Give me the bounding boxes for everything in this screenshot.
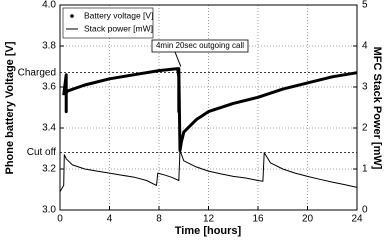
x-axis-title: Time [hours] (175, 225, 242, 237)
y-tick-label: 3.4 (42, 123, 56, 134)
x-tick-label: 0 (57, 214, 63, 225)
y2-tick-label: 5 (362, 0, 368, 11)
x-tick-label: 12 (203, 214, 215, 225)
annotation-arrow (174, 51, 182, 67)
plot-frame (59, 4, 358, 211)
x-tick-label: 4 (107, 214, 113, 225)
y-tick-label: 3.8 (42, 41, 56, 52)
reference-label: Cut off (27, 147, 56, 158)
y-tick-label: 3.0 (42, 205, 56, 216)
x-tick-label: 8 (156, 214, 162, 225)
annotation: 4min 20sec outgoing call (156, 41, 244, 50)
y-tick-label: 4.0 (42, 0, 56, 11)
legend-label: Battery voltage [V] (84, 10, 153, 20)
reference-label: Charged (18, 67, 56, 78)
y2-tick-label: 3 (362, 82, 368, 93)
x-tick-label: 24 (351, 214, 363, 225)
legend-marker (70, 14, 74, 18)
legend-box (62, 7, 154, 39)
y-axis-title: Phone battery Voltage [V] (4, 41, 16, 174)
annotation-box (151, 39, 249, 53)
y2-tick-label: 2 (362, 123, 368, 134)
y-tick-label: 3.6 (42, 82, 56, 93)
y2-axis-title: MFC Stack Power [mW] (371, 47, 383, 170)
x-tick-label: 20 (302, 214, 314, 225)
y2-tick-label: 0 (362, 205, 368, 216)
series-line (59, 150, 358, 192)
x-tick-label: 16 (252, 214, 264, 225)
series-line (62, 67, 358, 152)
y2-tick-label: 4 (362, 41, 368, 52)
y-tick-label: 3.2 (42, 164, 56, 175)
y2-tick-label: 1 (362, 164, 368, 175)
legend-label: Stack power [mW] (84, 23, 153, 33)
